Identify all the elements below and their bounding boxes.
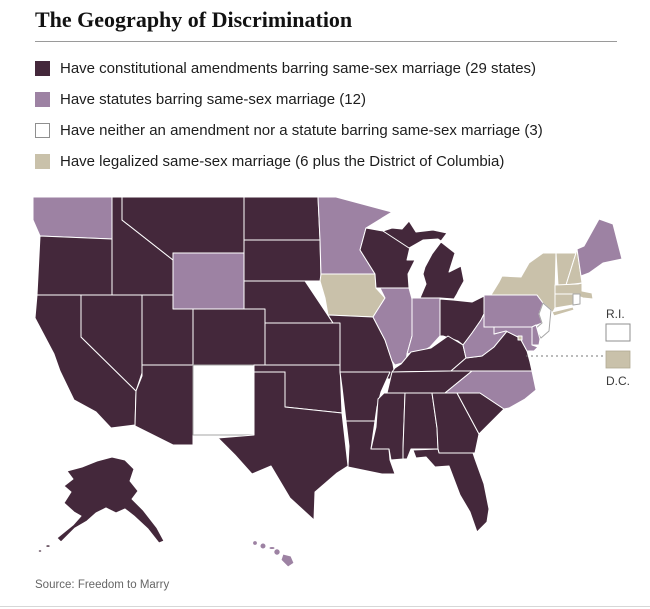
dc-callout-swatch [605, 350, 631, 369]
state-sd [243, 239, 322, 282]
dc-callout-label: D.C. [606, 374, 630, 388]
legend-label-amendment: Have constitutional amendments barring s… [60, 60, 537, 77]
ri-callout-label: R.I. [606, 307, 625, 321]
state-hi [252, 540, 295, 568]
legend-swatch-statute [35, 92, 50, 107]
state-il [372, 287, 413, 366]
state-fl [412, 448, 490, 533]
legend-item-amendment: Have constitutional amendments barring s… [35, 61, 543, 76]
legend-item-neither: Have neither an amendment nor a statute … [35, 123, 543, 138]
legend-label-neither: Have neither an amendment nor a statute … [60, 122, 543, 139]
legend-label-legal: Have legalized same-sex marriage (6 plus… [60, 153, 505, 170]
state-me [576, 218, 623, 277]
bottom-divider [0, 606, 650, 607]
source-credit: Source: Freedom to Marry [35, 579, 170, 591]
state-tx [217, 371, 349, 521]
state-nm [192, 364, 255, 436]
state-or [36, 235, 113, 296]
legend-label-statute: Have statutes barring same-sex marriage … [60, 91, 366, 108]
state-pa [483, 294, 544, 328]
state-ct [554, 293, 574, 309]
page-title: The Geography of Discrimination [35, 7, 353, 32]
ri-callout-swatch [605, 323, 631, 342]
state-ar [339, 371, 391, 422]
legend-item-statute: Have statutes barring same-sex marriage … [35, 92, 543, 107]
legend: Have constitutional amendments barring s… [35, 61, 543, 185]
us-choropleth-map: R.I. D.C. [32, 196, 631, 568]
state-nd [243, 196, 321, 241]
state-ak [37, 456, 165, 553]
state-md [493, 326, 539, 352]
state-nc [444, 370, 537, 410]
legend-swatch-neither [35, 123, 50, 138]
state-ri [572, 293, 581, 306]
state-la [345, 420, 396, 475]
legend-swatch-legal [35, 154, 50, 169]
legend-swatch-amendment [35, 61, 50, 76]
state-nj [534, 302, 552, 339]
state-wa [32, 196, 113, 240]
state-ks [264, 322, 341, 366]
state-mi [382, 220, 465, 300]
state-co [192, 308, 266, 366]
legend-item-legal: Have legalized same-sex marriage (6 plus… [35, 154, 543, 169]
header: The Geography of Discrimination [35, 7, 617, 43]
state-dc [517, 335, 523, 341]
state-az [134, 364, 194, 446]
state-wy [172, 252, 245, 310]
